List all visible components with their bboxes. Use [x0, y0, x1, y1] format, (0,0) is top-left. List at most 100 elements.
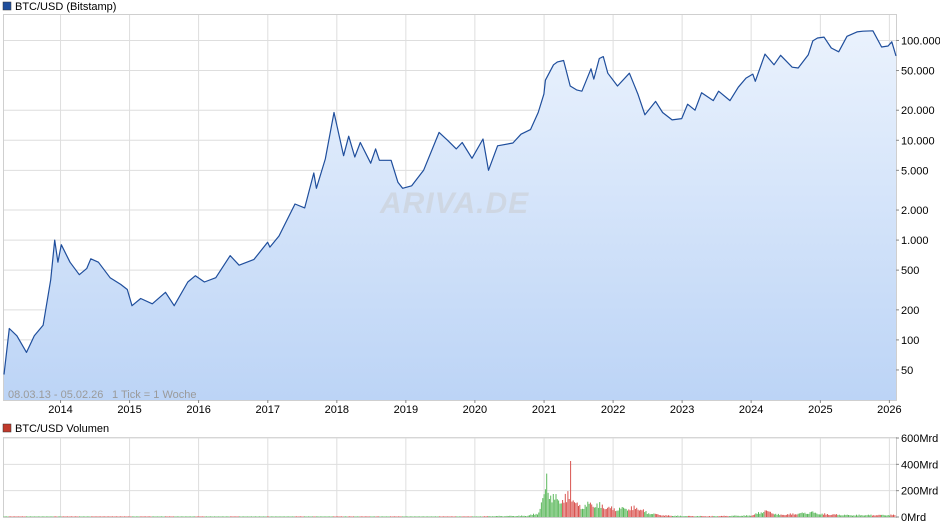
volume-bar — [4, 516, 6, 517]
volume-bar — [813, 512, 815, 517]
volume-bar — [71, 516, 72, 517]
volume-bar — [713, 516, 714, 517]
volume-bar — [856, 514, 857, 517]
price-x-tick-label: 2015 — [117, 404, 141, 416]
volume-bar — [578, 506, 579, 517]
volume-bar — [360, 516, 362, 517]
volume-bar — [568, 499, 570, 517]
volume-bar — [627, 510, 628, 517]
volume-bar — [507, 516, 509, 517]
volume-bar — [143, 516, 145, 517]
volume-bar — [239, 516, 241, 517]
volume-bar — [131, 516, 133, 517]
volume-bar — [401, 516, 403, 517]
volume-bar — [292, 516, 294, 517]
volume-bar — [405, 516, 407, 517]
volume-y-tick-label: 200Mrd — [901, 486, 938, 498]
volume-bar — [480, 516, 481, 517]
volume-bar — [509, 515, 511, 517]
volume-bar — [441, 516, 443, 517]
volume-bar — [412, 516, 414, 517]
volume-bar — [683, 516, 685, 517]
volume-bar — [253, 516, 255, 517]
volume-bar — [3, 516, 5, 517]
volume-bar — [41, 516, 43, 517]
volume-bar — [489, 516, 491, 517]
volume-bar — [824, 513, 826, 517]
volume-bar — [176, 516, 178, 517]
price-legend-swatch — [2, 1, 12, 11]
volume-bar — [6, 516, 8, 517]
volume-bar — [243, 516, 245, 517]
volume-bar — [420, 516, 422, 517]
volume-bar — [241, 516, 243, 517]
volume-bar — [183, 516, 185, 517]
volume-bar — [45, 516, 47, 517]
price-x-tick-label: 2022 — [601, 404, 625, 416]
volume-bar — [460, 516, 462, 517]
volume-bar — [805, 513, 807, 517]
volume-bar — [505, 516, 507, 517]
volume-bar — [611, 506, 613, 517]
volume-bar — [23, 516, 25, 517]
volume-bar — [223, 516, 225, 517]
volume-bar — [825, 514, 827, 517]
volume-bar — [538, 512, 540, 517]
volume-bar — [488, 516, 489, 517]
volume-bar — [736, 515, 738, 517]
volume-bar — [16, 516, 18, 517]
volume-bar — [465, 516, 467, 517]
volume-bar — [52, 516, 54, 517]
volume-bar — [449, 516, 451, 517]
volume-bar — [887, 515, 889, 517]
price-y-tick-label: 50.000 — [901, 66, 935, 78]
price-x-tick-label: 2023 — [670, 404, 694, 416]
volume-bar — [392, 516, 394, 517]
volume-bar — [435, 516, 436, 517]
volume-bar — [665, 515, 667, 517]
volume-bar — [894, 515, 896, 517]
volume-bar — [649, 514, 651, 517]
volume-bar — [585, 506, 587, 517]
tick-note: 1 Tick = 1 Woche — [112, 389, 196, 401]
volume-bar — [362, 516, 364, 517]
volume-bar — [526, 516, 528, 517]
volume-bar — [186, 516, 188, 517]
volume-bar — [633, 505, 635, 517]
volume-bar — [137, 516, 139, 517]
volume-bar — [543, 494, 545, 517]
volume-bar — [470, 516, 472, 517]
volume-bar — [240, 516, 242, 517]
volume-bar — [537, 514, 538, 517]
price-x-tick-label: 2021 — [532, 404, 556, 416]
volume-bar — [302, 516, 304, 517]
volume-bar — [314, 516, 316, 517]
volume-bar — [658, 515, 660, 517]
volume-bar — [826, 514, 828, 517]
volume-bar — [811, 511, 812, 517]
volume-bar — [384, 516, 386, 517]
volume-bar — [288, 516, 290, 517]
volume-bar — [425, 516, 427, 517]
volume-bar — [890, 514, 892, 517]
volume-bar — [572, 500, 574, 517]
price-x-tick-label: 2026 — [877, 404, 901, 416]
price-x-tick-label: 2019 — [394, 404, 418, 416]
volume-bar — [159, 516, 161, 517]
volume-bar — [236, 516, 238, 517]
volume-bar — [207, 516, 209, 517]
volume-bar — [424, 516, 426, 517]
volume-bar — [149, 516, 151, 517]
volume-bar — [775, 513, 777, 517]
volume-bar — [673, 516, 675, 517]
volume-bar — [881, 514, 883, 517]
volume-bar — [260, 516, 262, 517]
volume-bar — [859, 515, 861, 517]
volume-bar — [515, 516, 517, 517]
volume-bar — [773, 514, 775, 517]
volume-bar — [656, 514, 658, 517]
volume-bar — [195, 516, 197, 517]
volume-bar — [146, 516, 148, 517]
price-x-tick-label: 2018 — [325, 404, 349, 416]
price-line-series — [3, 30, 897, 375]
